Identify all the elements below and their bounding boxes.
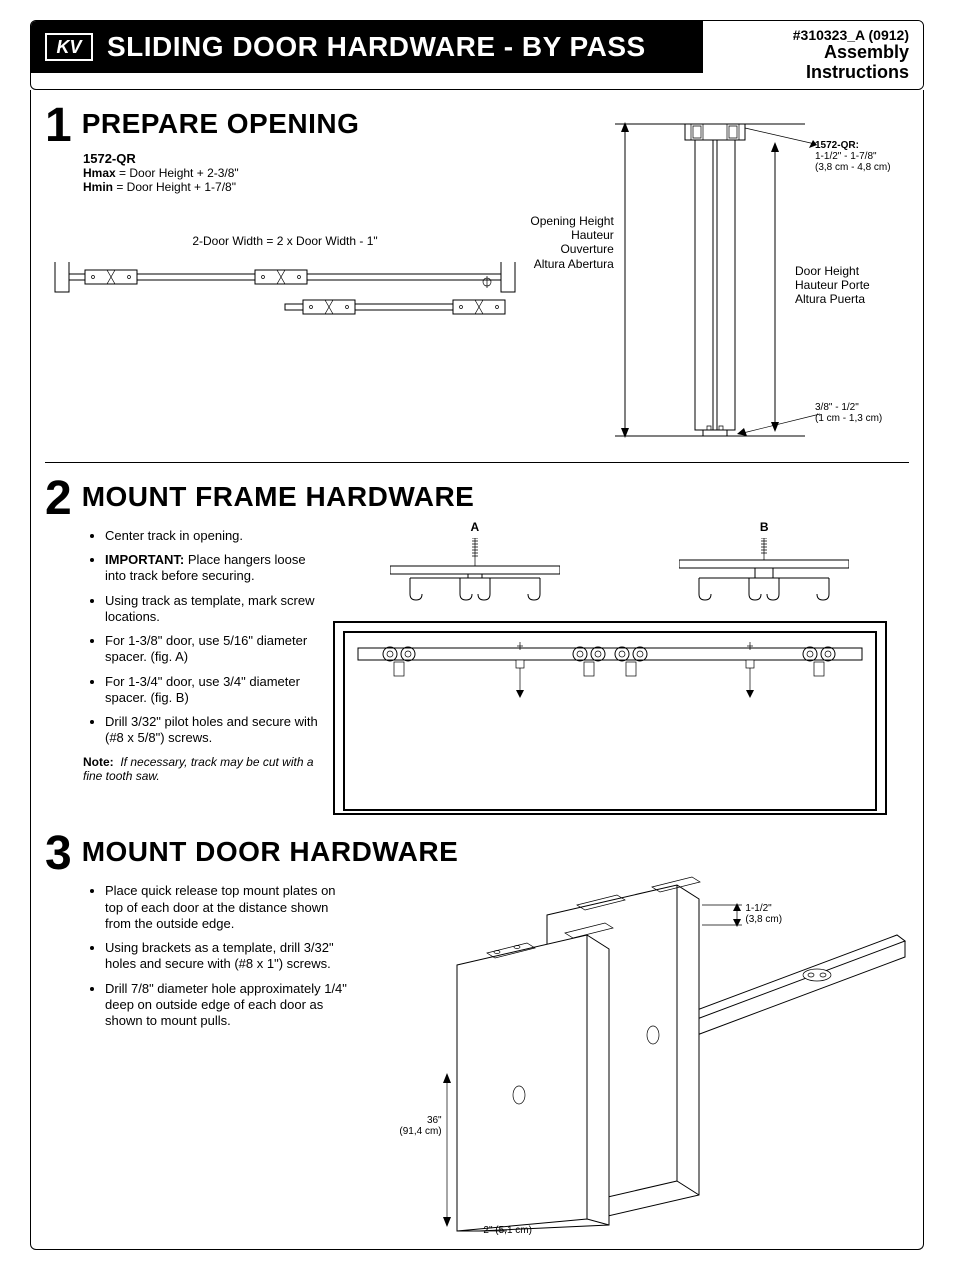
- section-3: 3 MOUNT DOOR HARDWARE Place quick releas…: [45, 818, 909, 1235]
- section2-diagram: A: [330, 520, 909, 818]
- section2-note: Note: If necessary, track may be cut wit…: [83, 755, 323, 783]
- list-item: Place quick release top mount plates on …: [105, 883, 347, 932]
- step-title-2: MOUNT FRAME HARDWARE: [82, 481, 475, 513]
- brand-logo: KV: [45, 33, 93, 61]
- opening-height-label: Opening Height Hauteur Ouverture Altura …: [525, 214, 614, 272]
- section-1: 1 PREPARE OPENING 1572-QR Hmax = Door He…: [45, 90, 909, 444]
- fig-b-svg: [679, 538, 849, 608]
- header-right: #310323_A (0912) Assembly Instructions: [703, 21, 923, 89]
- section3-diagram: 36"(91,4 cm) 2" (5,1 cm) 1-1/2"(3,8 cm): [347, 875, 909, 1235]
- fig-a-svg: [390, 538, 560, 608]
- section2-bullets: Center track in opening. IMPORTANT: Plac…: [105, 528, 330, 747]
- dim-1-5-label: 1-1/2"(3,8 cm): [745, 903, 782, 925]
- list-item: Drill 3/32" pilot holes and secure with …: [105, 714, 330, 747]
- height-diagram: Opening Height Hauteur Ouverture Altura …: [525, 104, 914, 444]
- header-left: KV SLIDING DOOR HARDWARE - BY PASS: [31, 21, 703, 73]
- width-diagram: 2-Door Width = 2 x Door Width - 1": [45, 234, 525, 362]
- content-frame: 1 PREPARE OPENING 1572-QR Hmax = Door He…: [30, 90, 924, 1251]
- main-title: SLIDING DOOR HARDWARE - BY PASS: [107, 31, 646, 63]
- step-title-1: PREPARE OPENING: [82, 108, 360, 140]
- list-item: Using brackets as a template, drill 3/32…: [105, 940, 347, 973]
- dim-36-label: 36"(91,4 cm): [399, 1115, 441, 1137]
- two-door-formula: 2-Door Width = 2 x Door Width - 1": [45, 234, 525, 248]
- header-bar: KV SLIDING DOOR HARDWARE - BY PASS #3103…: [30, 20, 924, 90]
- hmax-formula: Hmax = Door Height + 2-3/8": [83, 166, 525, 180]
- step-number-1: 1: [45, 104, 72, 147]
- hmin-formula: Hmin = Door Height + 1-7/8": [83, 180, 525, 194]
- list-item: Center track in opening.: [105, 528, 330, 544]
- assembly-label-1: Assembly: [717, 43, 909, 63]
- step-number-3: 3: [45, 832, 72, 875]
- list-item: IMPORTANT: Place hangers loose into trac…: [105, 552, 330, 585]
- doc-number: #310323_A (0912): [717, 27, 909, 43]
- step-number-2: 2: [45, 477, 72, 520]
- qr-dimension-label: 1572-QR: 1-1/2" - 1-7/8" (3,8 cm - 4,8 c…: [815, 140, 891, 173]
- track-front-svg: [330, 618, 890, 818]
- step-title-3: MOUNT DOOR HARDWARE: [82, 836, 459, 868]
- list-item: Drill 7/8" diameter hole approximately 1…: [105, 981, 347, 1030]
- width-svg: [45, 252, 525, 362]
- part-number: 1572-QR: [83, 151, 525, 166]
- hanger-icon: [85, 270, 137, 284]
- list-item: For 1-3/4" door, use 3/4" diameter space…: [105, 674, 330, 707]
- bottom-gap-label: 3/8" - 1/2" (1 cm - 1,3 cm): [815, 402, 882, 424]
- page: KV SLIDING DOOR HARDWARE - BY PASS #3103…: [0, 0, 954, 1270]
- list-item: Using track as template, mark screw loca…: [105, 593, 330, 626]
- fig-b-label: B: [679, 520, 849, 534]
- section3-bullets: Place quick release top mount plates on …: [105, 883, 347, 1029]
- section-2: 2 MOUNT FRAME HARDWARE Center track in o…: [45, 463, 909, 819]
- fig-a-label: A: [390, 520, 560, 534]
- door-height-label: Door Height Hauteur Porte Altura Puerta: [795, 264, 870, 307]
- list-item: For 1-3/8" door, use 5/16" diameter spac…: [105, 633, 330, 666]
- assembly-label-2: Instructions: [717, 63, 909, 83]
